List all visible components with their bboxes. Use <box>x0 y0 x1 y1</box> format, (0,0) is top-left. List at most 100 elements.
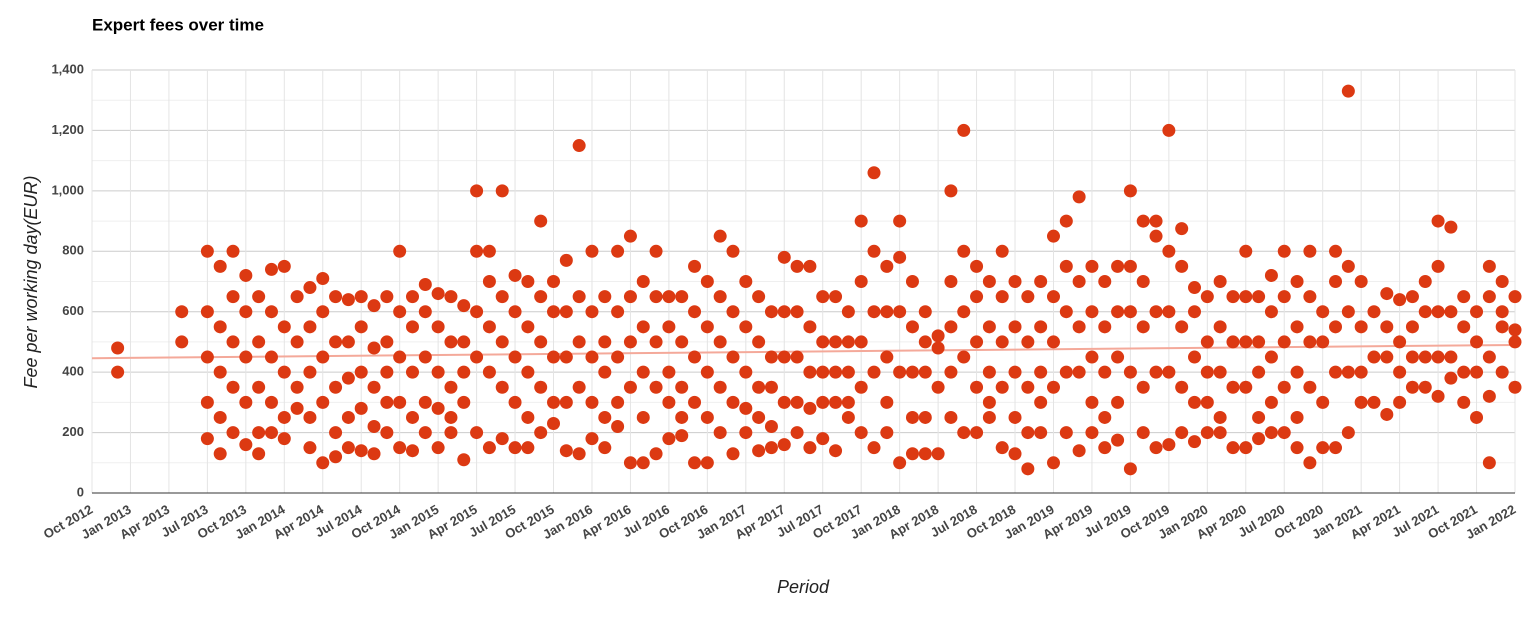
point <box>1303 244 1317 258</box>
point <box>329 380 343 394</box>
point <box>585 244 599 258</box>
point <box>1380 350 1394 364</box>
point <box>200 244 214 258</box>
point <box>405 320 419 334</box>
point <box>1085 426 1099 440</box>
point <box>1303 380 1317 394</box>
point <box>1418 305 1432 319</box>
point <box>816 395 830 409</box>
point <box>1111 259 1125 273</box>
point <box>841 365 855 379</box>
point <box>213 410 227 424</box>
point <box>405 365 419 379</box>
y-tick-label: 1,000 <box>51 182 84 197</box>
point <box>1085 350 1099 364</box>
point <box>764 350 778 364</box>
point <box>111 341 125 355</box>
point <box>1482 290 1496 304</box>
point <box>1252 365 1266 379</box>
point <box>918 410 932 424</box>
point <box>1175 320 1189 334</box>
point <box>1034 395 1048 409</box>
point <box>470 305 484 319</box>
point <box>1470 410 1484 424</box>
point <box>264 350 278 364</box>
point <box>277 259 291 273</box>
point <box>559 444 573 458</box>
point <box>470 350 484 364</box>
point <box>1239 380 1253 394</box>
point <box>329 290 343 304</box>
point <box>534 426 548 440</box>
point <box>1123 259 1137 273</box>
point <box>1431 214 1445 228</box>
point <box>1213 320 1227 334</box>
point <box>1085 305 1099 319</box>
point <box>752 335 766 349</box>
point <box>995 380 1009 394</box>
point <box>867 244 881 258</box>
point <box>1329 320 1343 334</box>
point <box>1367 395 1381 409</box>
point <box>752 380 766 394</box>
point <box>547 395 561 409</box>
point <box>354 290 368 304</box>
point <box>893 214 907 228</box>
point <box>380 426 394 440</box>
point <box>431 401 445 415</box>
point <box>354 365 368 379</box>
point <box>918 305 932 319</box>
point <box>585 395 599 409</box>
point <box>1034 426 1048 440</box>
point <box>252 447 266 461</box>
point <box>1188 281 1202 295</box>
point <box>329 426 343 440</box>
point <box>1341 305 1355 319</box>
point <box>636 365 650 379</box>
point <box>1098 365 1112 379</box>
point <box>470 184 484 198</box>
point <box>970 290 984 304</box>
point <box>764 305 778 319</box>
point <box>739 401 753 415</box>
point <box>1316 395 1330 409</box>
point <box>700 275 714 288</box>
point <box>739 365 753 379</box>
point <box>854 335 868 349</box>
point <box>252 380 266 394</box>
point <box>1508 380 1522 394</box>
point <box>482 275 496 288</box>
point <box>495 335 509 349</box>
point <box>534 290 548 304</box>
point <box>1059 259 1073 273</box>
point <box>1277 244 1291 258</box>
point <box>1021 335 1035 349</box>
point <box>1059 426 1073 440</box>
point <box>521 410 535 424</box>
point <box>1495 320 1509 334</box>
point <box>380 395 394 409</box>
point <box>995 290 1009 304</box>
point <box>1200 290 1214 304</box>
point <box>1457 365 1471 379</box>
point <box>918 335 932 349</box>
point <box>508 268 522 282</box>
point <box>521 320 535 334</box>
point <box>1149 305 1163 319</box>
point <box>1290 320 1304 334</box>
point <box>1239 290 1253 304</box>
point <box>405 410 419 424</box>
point <box>226 426 240 440</box>
point <box>547 350 561 364</box>
point <box>482 244 496 258</box>
point <box>1226 335 1240 349</box>
point <box>495 184 509 198</box>
point <box>457 299 471 313</box>
point <box>726 447 740 461</box>
point <box>777 250 791 264</box>
point <box>482 365 496 379</box>
point <box>739 320 753 334</box>
point <box>688 259 702 273</box>
point <box>1495 275 1509 288</box>
point <box>931 380 945 394</box>
